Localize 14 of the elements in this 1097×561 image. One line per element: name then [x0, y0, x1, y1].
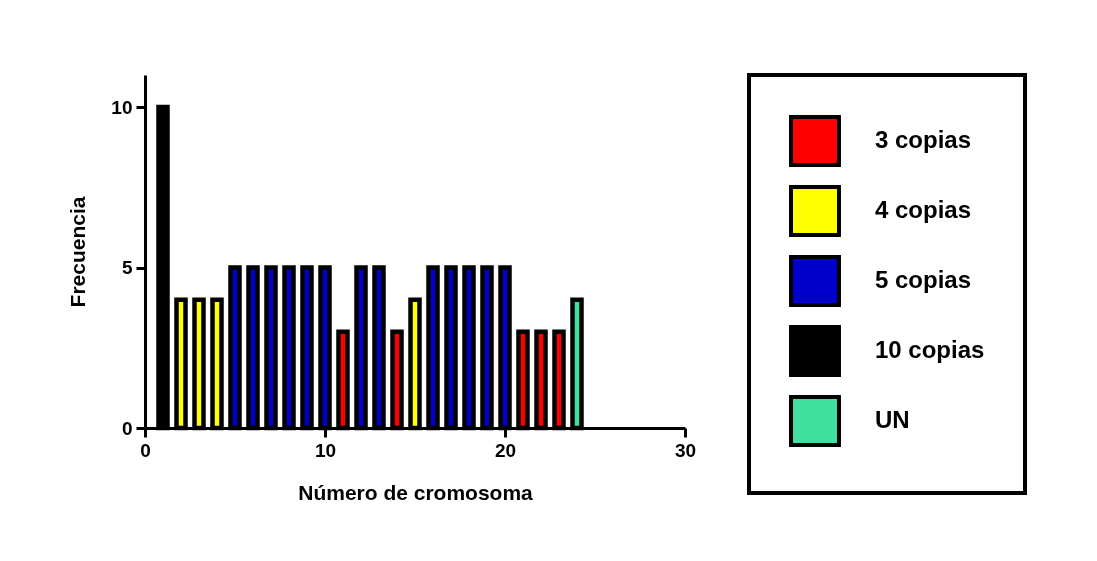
x-tick-label: 10	[314, 439, 337, 461]
x-axis-title: Número de cromosoma	[298, 480, 534, 504]
y-tick-label: 10	[111, 96, 133, 118]
legend-label: UN	[875, 406, 910, 433]
y-tick-label: 0	[121, 417, 133, 439]
y-axis-title: Frecuencia	[66, 196, 90, 308]
legend-label: 4 copias	[875, 196, 972, 223]
legend-label: 3 copias	[875, 126, 972, 153]
x-tick-label: 20	[494, 439, 517, 461]
y-tick-label: 5	[121, 257, 133, 279]
legend-label: 5 copias	[875, 266, 972, 293]
legend-label: 10 copias	[875, 336, 985, 363]
x-tick-label: 0	[140, 439, 151, 461]
x-tick-label: 30	[674, 439, 697, 461]
